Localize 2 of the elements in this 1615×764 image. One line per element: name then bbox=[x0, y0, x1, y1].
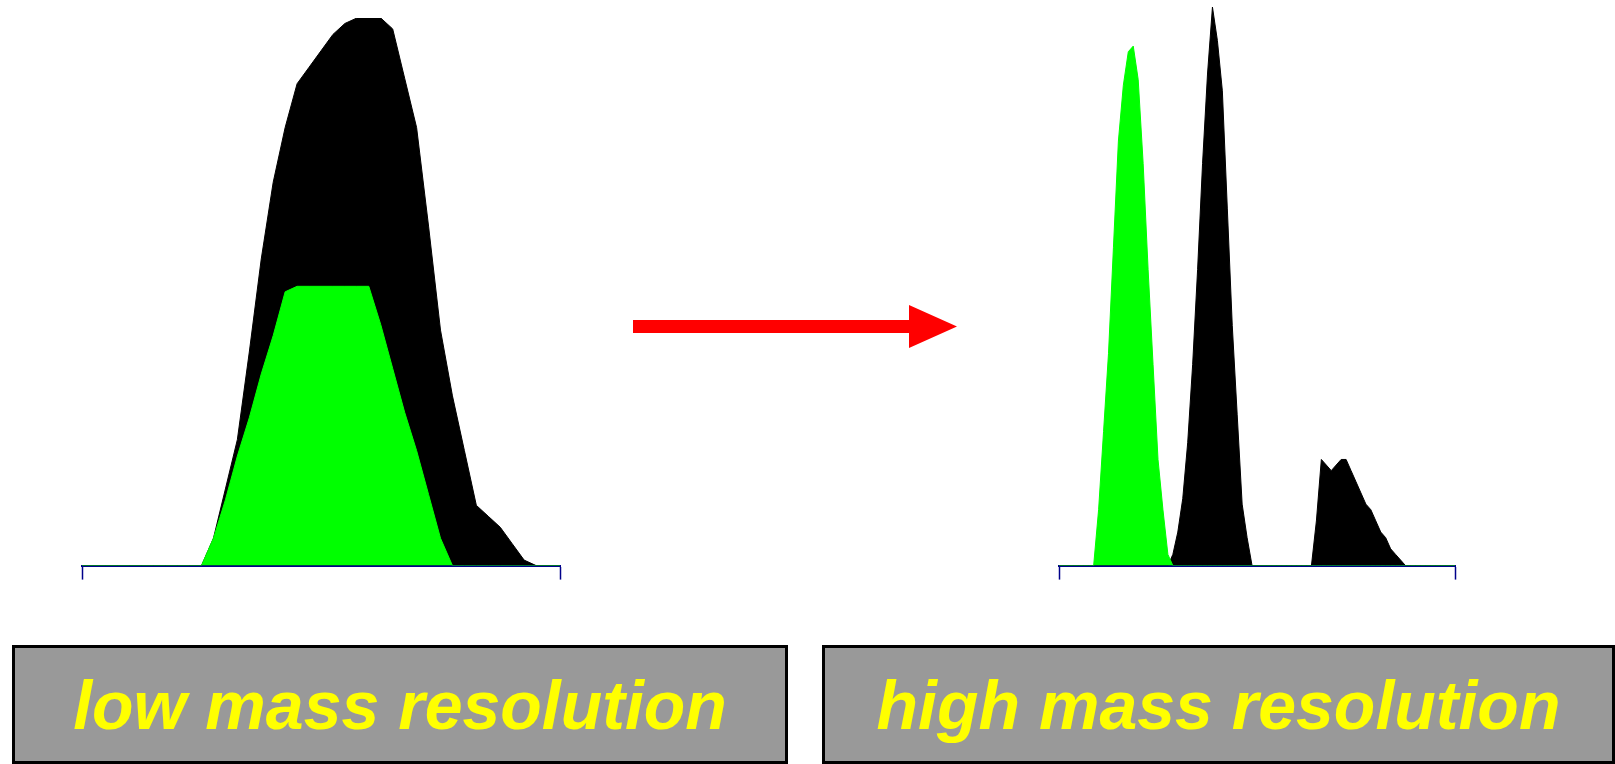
x-axis-title: high mass resolution bbox=[822, 645, 1615, 764]
x-axis-title: low mass resolution bbox=[12, 645, 788, 764]
